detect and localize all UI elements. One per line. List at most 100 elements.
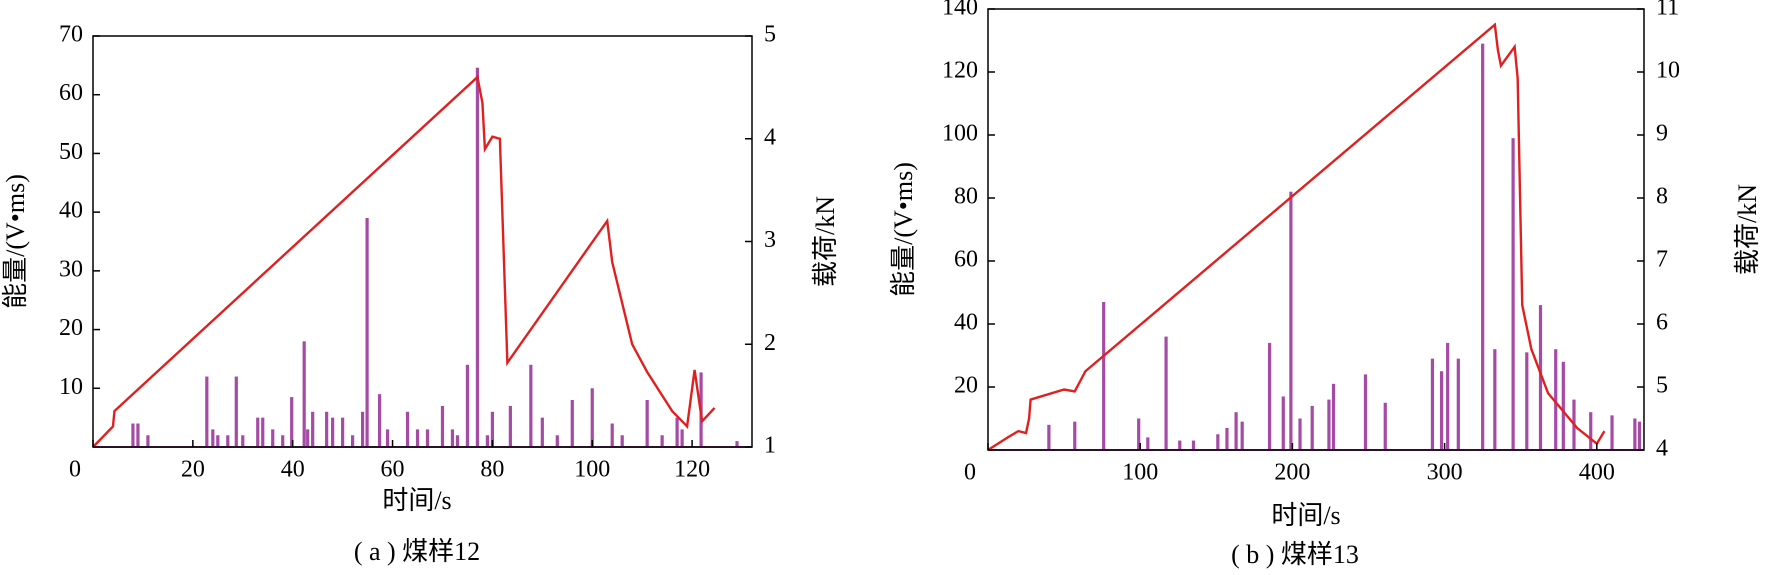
bar bbox=[302, 341, 306, 447]
y2-tick-label: 4 bbox=[764, 124, 776, 150]
bar bbox=[1554, 349, 1558, 450]
y-tick-label: 60 bbox=[954, 247, 978, 273]
bar bbox=[1191, 440, 1196, 450]
subplot: 0 20 40 60 80 100 120 10 20 30 40 50 60 70 1 2 3 4 5 时间/s 能量… bbox=[1, 22, 840, 566]
y2-tick-label: 8 bbox=[1656, 184, 1668, 210]
y-tick-label: 70 bbox=[59, 22, 83, 48]
y-tick-label: 50 bbox=[59, 139, 83, 165]
y-tick-label: 140 bbox=[942, 0, 978, 21]
y-tick-label: 80 bbox=[954, 184, 978, 210]
x-tick-label: 100 bbox=[574, 457, 610, 483]
y2-tick-label: 2 bbox=[764, 330, 776, 356]
bar bbox=[1146, 437, 1150, 450]
x-axis-label: 时间/s bbox=[1271, 501, 1340, 530]
bar bbox=[360, 411, 365, 447]
bar bbox=[1430, 358, 1435, 450]
y-axis-label: 能量/(V•ms) bbox=[1, 174, 30, 309]
bar bbox=[529, 364, 533, 447]
y-tick-label: 120 bbox=[942, 58, 978, 84]
bar bbox=[1637, 421, 1642, 450]
y2-tick-label: 3 bbox=[764, 227, 776, 253]
bar bbox=[216, 435, 220, 447]
bar bbox=[1561, 361, 1565, 450]
bar bbox=[256, 417, 260, 447]
bar bbox=[540, 417, 544, 447]
bar bbox=[377, 394, 382, 447]
y2-tick-label: 10 bbox=[1656, 58, 1680, 84]
bar bbox=[131, 423, 135, 447]
x-tick-label: 400 bbox=[1579, 460, 1615, 486]
bar bbox=[1281, 396, 1285, 450]
y2-tick-label: 5 bbox=[1656, 373, 1668, 399]
y-tick-label: 100 bbox=[942, 121, 978, 147]
y-tick-label: 40 bbox=[59, 198, 83, 224]
load-line bbox=[987, 22, 1606, 452]
x-tick-label: 0 bbox=[69, 457, 81, 483]
y-tick-label: 20 bbox=[954, 373, 978, 399]
bar bbox=[234, 376, 238, 447]
bar bbox=[290, 397, 294, 447]
x-tick-label: 100 bbox=[1122, 460, 1158, 486]
bar bbox=[281, 435, 285, 447]
x-tick-label: 40 bbox=[281, 457, 305, 483]
bar bbox=[261, 417, 265, 447]
bar bbox=[1310, 405, 1314, 450]
y-tick-label: 40 bbox=[954, 310, 978, 336]
caption: ( b ) 煤样13 bbox=[1231, 540, 1359, 569]
bar bbox=[1456, 358, 1460, 450]
bar bbox=[211, 429, 215, 447]
x-tick-label: 300 bbox=[1427, 460, 1463, 486]
bar bbox=[1525, 352, 1529, 450]
bar bbox=[1383, 402, 1387, 450]
bar bbox=[1610, 415, 1614, 450]
bar bbox=[341, 417, 345, 447]
y-tick-label: 30 bbox=[59, 256, 83, 282]
bar bbox=[440, 405, 445, 447]
bar bbox=[325, 411, 329, 447]
bar bbox=[1298, 418, 1302, 450]
y-tick-label: 10 bbox=[59, 374, 83, 400]
bar bbox=[385, 429, 390, 447]
bar bbox=[450, 429, 455, 447]
y2-tick-label: 11 bbox=[1656, 0, 1679, 21]
bar bbox=[1178, 440, 1182, 450]
bar bbox=[1234, 412, 1238, 450]
plot-frame bbox=[987, 8, 1645, 451]
bar bbox=[455, 435, 460, 447]
bar bbox=[1331, 383, 1336, 450]
bar bbox=[590, 388, 594, 447]
y-tick-label: 20 bbox=[59, 315, 83, 341]
bar bbox=[271, 429, 275, 447]
bar bbox=[465, 364, 470, 447]
bar bbox=[1216, 434, 1220, 450]
bar bbox=[205, 376, 209, 447]
x-tick-label: 20 bbox=[181, 457, 205, 483]
bar bbox=[1137, 418, 1141, 450]
bar bbox=[620, 435, 624, 447]
bar bbox=[475, 67, 480, 447]
bar bbox=[570, 400, 574, 447]
bar bbox=[680, 429, 684, 447]
bar bbox=[645, 400, 649, 447]
bar bbox=[675, 417, 679, 447]
x-tick-label: 80 bbox=[480, 457, 504, 483]
bar bbox=[735, 441, 739, 447]
load-line bbox=[92, 74, 716, 448]
subplot: 0 100 200 300 400 20 40 60 80 100 120 140 4 5 6 7 8 9 10 11… bbox=[889, 0, 1762, 569]
bar bbox=[1446, 342, 1450, 450]
x-tick-label: 0 bbox=[964, 460, 976, 486]
y2-tick-label: 1 bbox=[764, 433, 776, 459]
bar bbox=[1589, 412, 1593, 450]
y2-tick-label: 5 bbox=[764, 22, 776, 48]
plot-frame bbox=[92, 35, 753, 448]
bar bbox=[508, 405, 512, 447]
bar bbox=[1538, 305, 1543, 450]
y2-tick-label: 9 bbox=[1656, 121, 1668, 147]
bar bbox=[146, 435, 150, 447]
bar bbox=[1102, 301, 1106, 450]
bar bbox=[226, 435, 230, 447]
y2-axis-label: 载荷/kN bbox=[811, 196, 840, 287]
bar bbox=[1267, 342, 1272, 450]
bar bbox=[1164, 336, 1168, 450]
